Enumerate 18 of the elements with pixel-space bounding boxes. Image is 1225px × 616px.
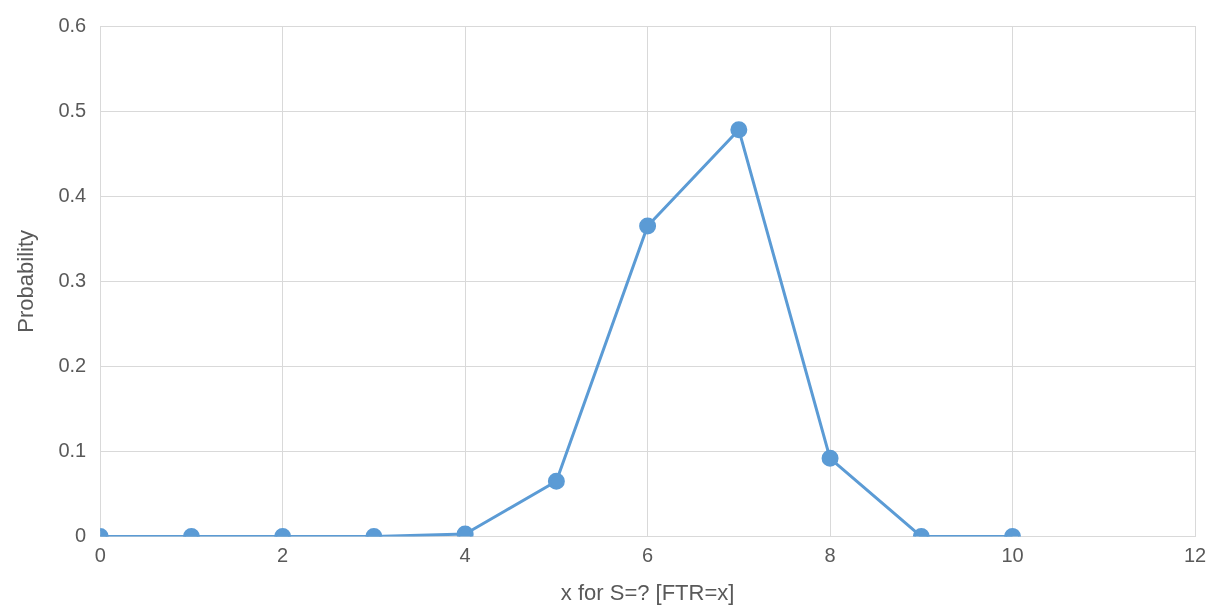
x-tick-label: 0 [94, 544, 106, 567]
y-tick-label: 0.4 [58, 183, 87, 206]
y-tick-label: 0.1 [58, 439, 87, 462]
point [730, 121, 748, 139]
x-tick-label: 2 [277, 544, 289, 567]
y-tick-label: 0.6 [58, 13, 87, 36]
x-tick-label: 4 [459, 544, 471, 567]
y-tick-label: 0.3 [58, 268, 87, 291]
x-tick-label: 12 [1183, 544, 1207, 567]
x-tick-label: 8 [824, 544, 836, 567]
x-axis-title: x for S=? [FTR=x] [560, 579, 735, 605]
y-axis-title: Probability [13, 229, 39, 333]
x-tick-label: 10 [1001, 544, 1024, 567]
point [639, 217, 657, 235]
y-tick-label: 0 [75, 524, 87, 547]
x-tick-label: 6 [642, 544, 654, 567]
y-tick-label: 0.2 [58, 353, 87, 376]
y-tick-label: 0.5 [58, 98, 87, 121]
